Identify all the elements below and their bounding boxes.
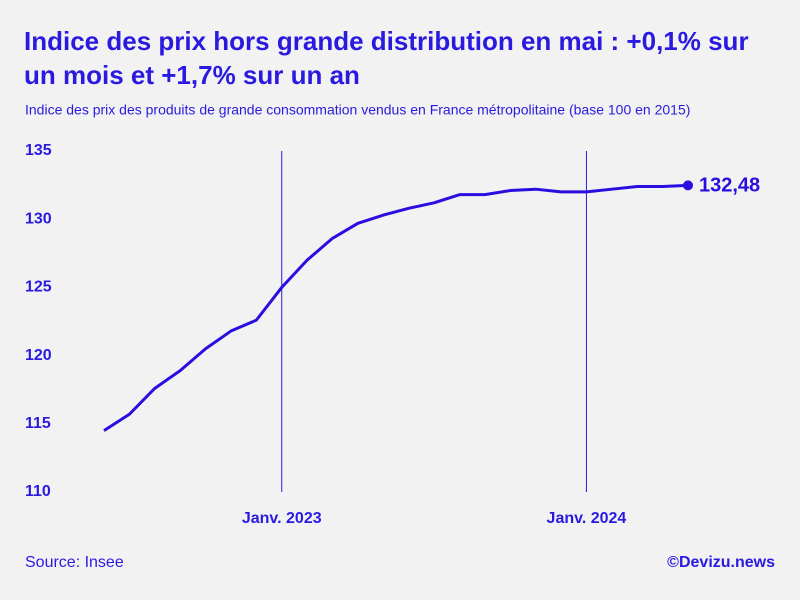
credit: ©Devizu.news [667, 554, 775, 571]
y-tick-label: 115 [25, 415, 51, 432]
value-label: 132,48 [699, 175, 760, 197]
y-tick-label: 110 [25, 483, 51, 500]
line [103, 183, 689, 432]
source: Source: Insee [25, 554, 124, 571]
y-tick-label: 125 [25, 279, 52, 296]
title-box: Indice des prix hors grande distribution… [24, 26, 749, 90]
chart-title: Indice des prix hors grande distribution… [24, 26, 749, 90]
x-tick-label: Janv. 2024 [547, 510, 627, 527]
y-tick-label: 120 [25, 347, 52, 364]
end-point [683, 180, 693, 191]
y-tick-label: 130 [25, 210, 52, 227]
x-tick-label: Janv. 2023 [242, 510, 322, 527]
y-tick-label: 135 [25, 142, 52, 159]
chart-subtitle: Indice des prix des produits de grande c… [25, 102, 690, 118]
